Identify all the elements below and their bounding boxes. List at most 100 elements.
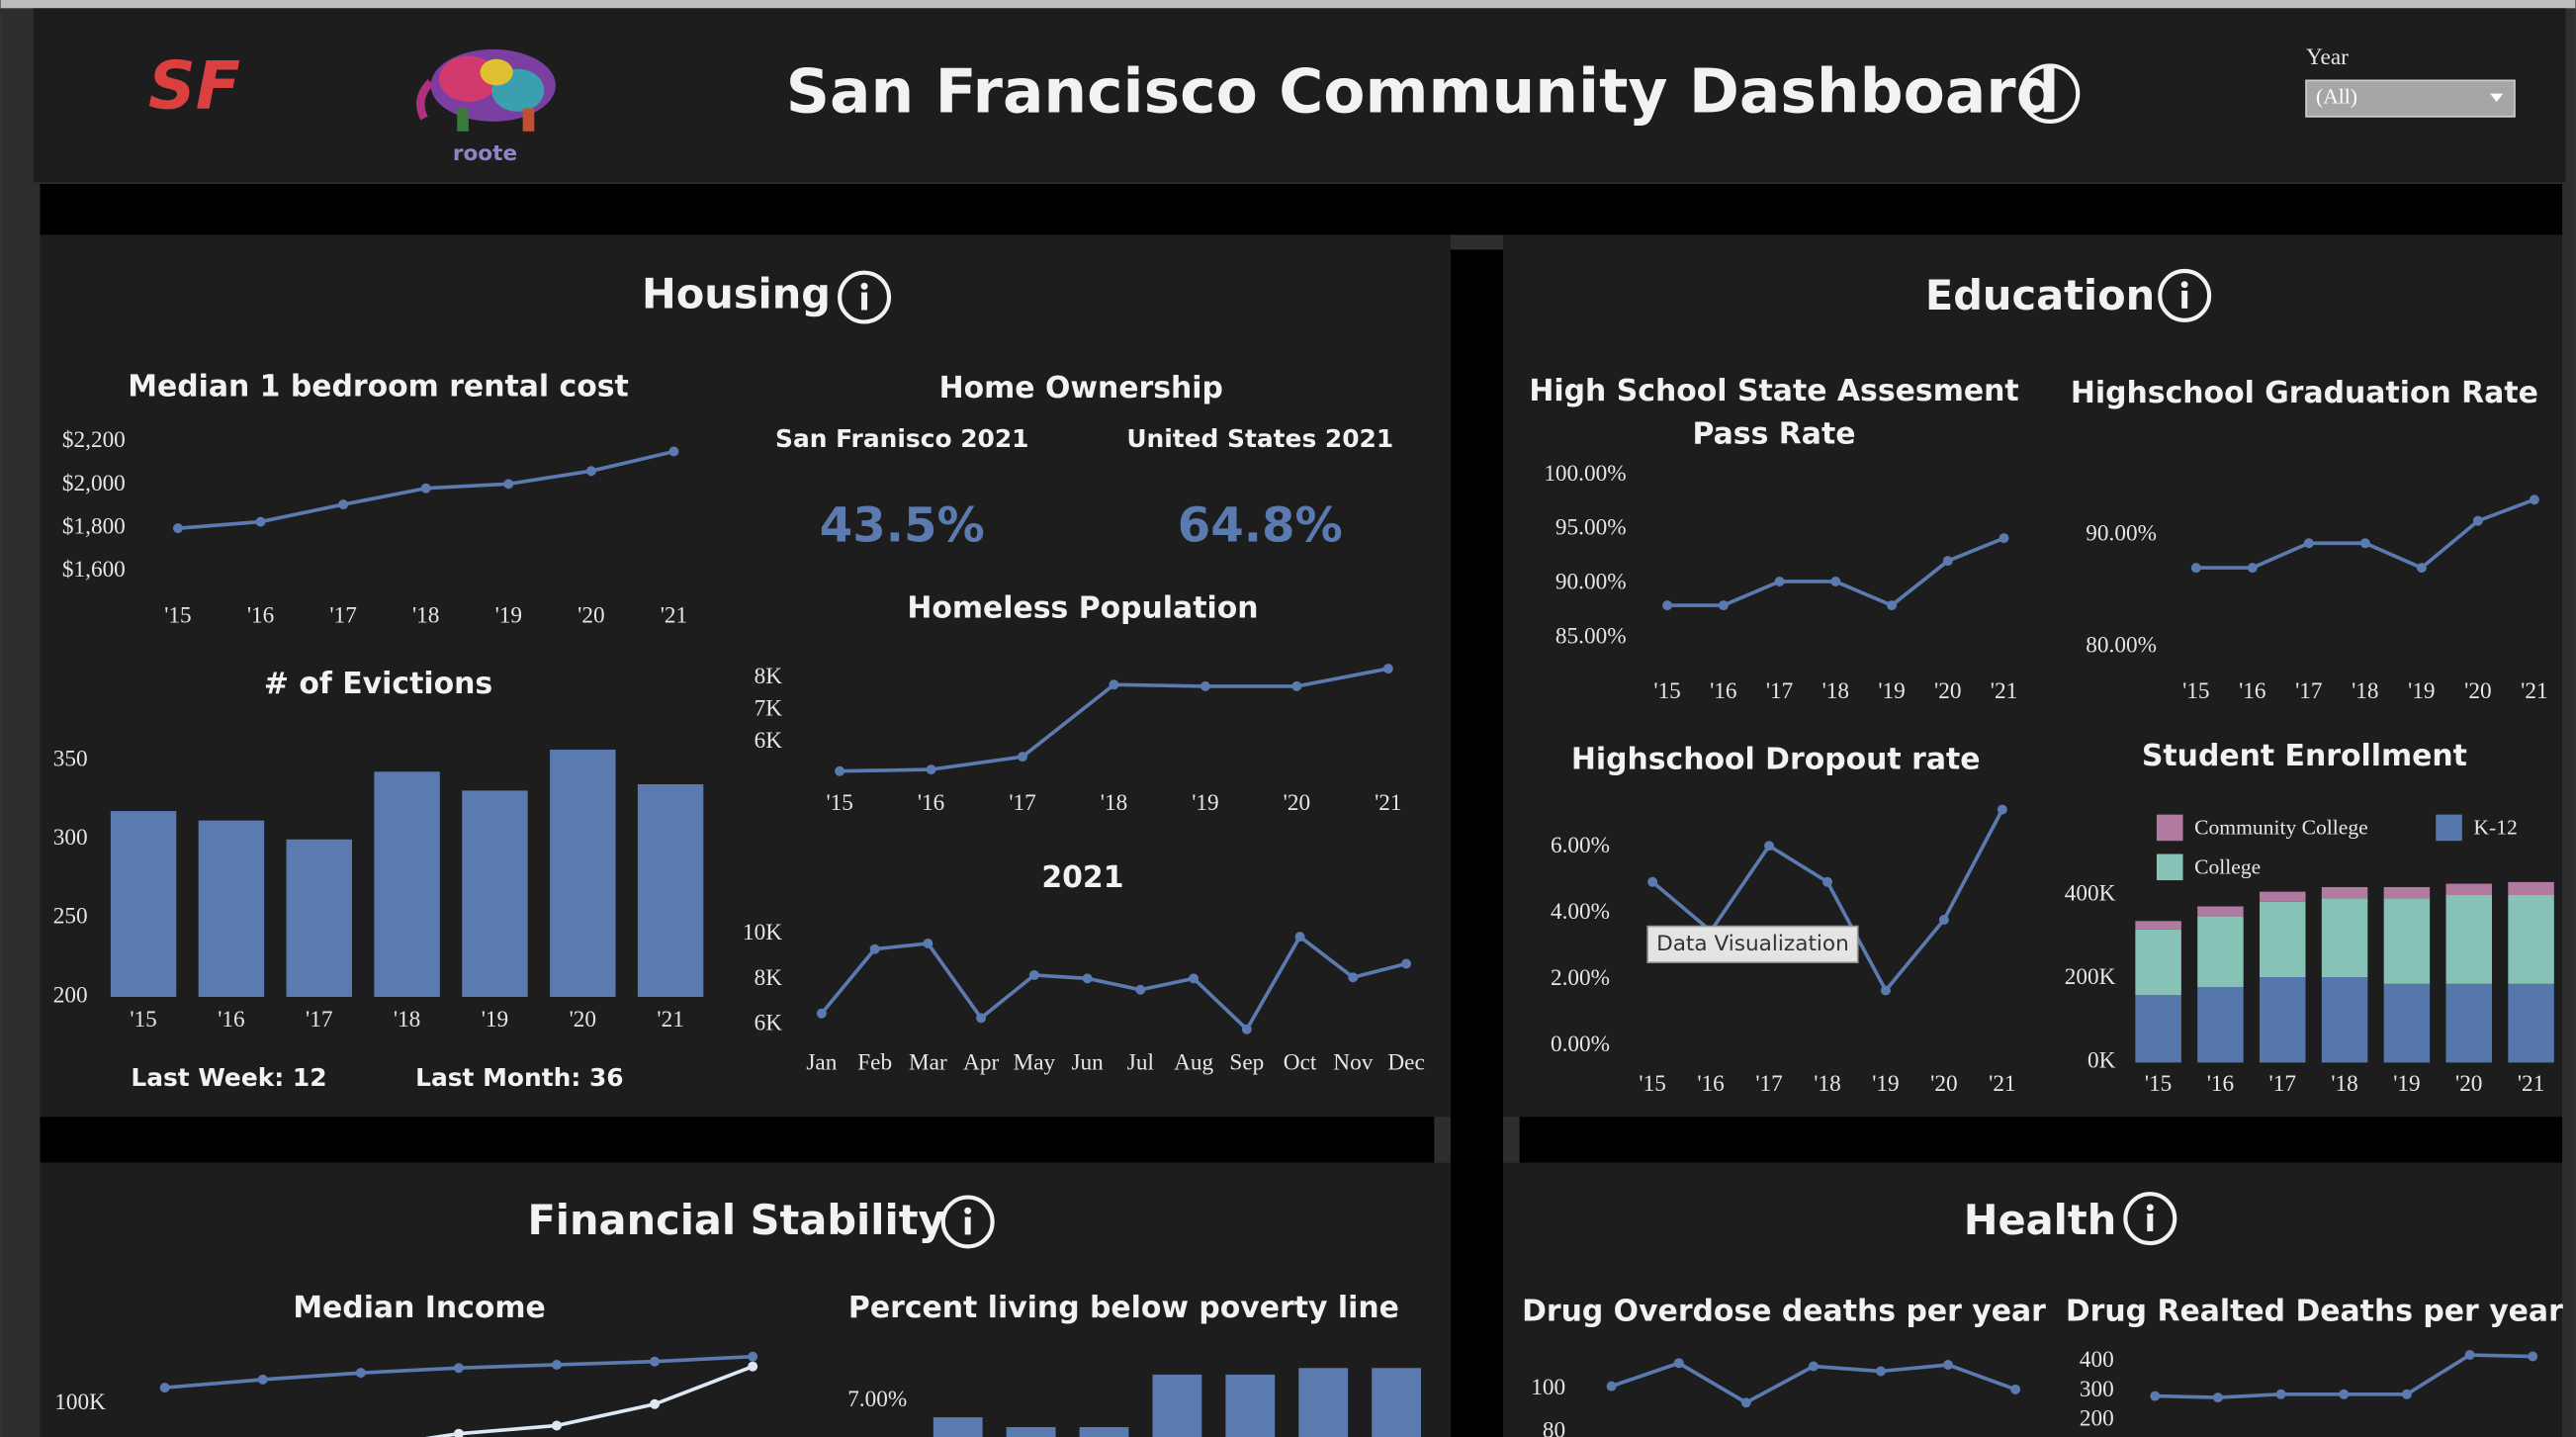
point bbox=[923, 938, 933, 948]
x-tick-label: '18 bbox=[2331, 1071, 2357, 1097]
line bbox=[820, 934, 1407, 1033]
band bbox=[40, 183, 2563, 235]
y-tick-label: 95.00% bbox=[1555, 515, 1627, 541]
x-tick-label: '18 bbox=[1822, 678, 1849, 704]
info-bar bbox=[861, 292, 868, 311]
kpi-label: San Franisco 2021 bbox=[775, 424, 1028, 453]
y-tick-label: 100 bbox=[1531, 1375, 1565, 1400]
bar bbox=[637, 784, 704, 997]
point bbox=[650, 1356, 661, 1367]
info-icon[interactable] bbox=[838, 270, 892, 324]
chart-title-box: High School State Assesment Pass Rate bbox=[1529, 375, 2018, 452]
point bbox=[1348, 972, 1359, 983]
point bbox=[420, 483, 431, 494]
dropdown-value[interactable]: (All) bbox=[2316, 85, 2357, 109]
kpi-value: 64.8% bbox=[1178, 498, 1343, 554]
x-tick-label: May bbox=[1014, 1049, 1056, 1075]
y-tick-label: 0K bbox=[2087, 1048, 2116, 1074]
point bbox=[1382, 664, 1393, 674]
point bbox=[1291, 680, 1302, 691]
x-tick-label: '16 bbox=[2239, 678, 2265, 704]
x-tick-label: '21 bbox=[2518, 1071, 2544, 1097]
point bbox=[453, 1363, 464, 1374]
y-tick-label: 300 bbox=[2080, 1377, 2114, 1402]
point bbox=[255, 516, 266, 527]
x-tick-label: '18 bbox=[394, 1007, 420, 1033]
point bbox=[1887, 600, 1898, 611]
x-tick-label: '19 bbox=[2408, 678, 2435, 704]
bar-segment bbox=[2197, 916, 2244, 988]
chart-title: Highschool Dropout rate bbox=[1571, 742, 1981, 776]
y-tick-label: 10K bbox=[743, 920, 782, 945]
point bbox=[1082, 973, 1093, 984]
bar-segment bbox=[2383, 983, 2431, 1063]
point bbox=[1999, 533, 2009, 544]
bar-segment bbox=[2508, 895, 2554, 984]
x-tick-label: '21 bbox=[661, 603, 687, 629]
point bbox=[1822, 876, 1832, 887]
x-tick-label: '15 bbox=[2145, 1071, 2172, 1097]
info-ring bbox=[838, 270, 892, 324]
year-dropdown[interactable]: (All) bbox=[2305, 79, 2516, 118]
kpi-value: 43.5% bbox=[820, 498, 985, 554]
section-title: Health bbox=[1964, 1196, 2117, 1244]
legend-label: K-12 bbox=[2473, 816, 2517, 840]
point bbox=[668, 446, 679, 457]
y-tick-label: 8K bbox=[755, 664, 783, 689]
dropdown-box[interactable] bbox=[2305, 79, 2516, 118]
x-tick-label: '18 bbox=[2352, 678, 2378, 704]
point bbox=[552, 1359, 562, 1370]
chart-title: Homeless Population bbox=[907, 591, 1258, 626]
y-tick-label: 400K bbox=[2065, 880, 2116, 906]
x-tick-label: Apr bbox=[963, 1049, 999, 1075]
bar-segment bbox=[2135, 921, 2181, 930]
point bbox=[816, 1008, 827, 1019]
y-tick-label: 400 bbox=[2080, 1347, 2114, 1373]
chart-title: 2021 bbox=[1041, 860, 1123, 895]
point bbox=[1808, 1361, 1819, 1372]
x-tick-label: '16 bbox=[218, 1007, 244, 1033]
elephant-logo bbox=[416, 48, 556, 132]
x-tick-label: '21 bbox=[1991, 678, 2017, 704]
point bbox=[1875, 1366, 1886, 1377]
dropdown-arrow[interactable] bbox=[2490, 93, 2504, 102]
info-bar bbox=[964, 1216, 971, 1235]
point bbox=[2416, 563, 2427, 574]
point bbox=[748, 1351, 758, 1362]
y-tick-label: 4.00% bbox=[1551, 899, 1610, 925]
bar bbox=[374, 771, 440, 997]
y-tick-label: 2.00% bbox=[1551, 965, 1610, 991]
point bbox=[1942, 556, 1953, 567]
x-tick-label: '17 bbox=[1766, 678, 1793, 704]
x-tick-label: '16 bbox=[918, 790, 944, 816]
point bbox=[159, 1383, 170, 1393]
point bbox=[650, 1398, 661, 1409]
y-tick-label: 6.00% bbox=[1551, 833, 1610, 858]
info-icon[interactable] bbox=[2019, 63, 2081, 124]
y-tick-label: 250 bbox=[53, 904, 88, 930]
point bbox=[2010, 1384, 2021, 1394]
x-tick-label: Jan bbox=[806, 1049, 837, 1075]
point bbox=[2190, 563, 2201, 574]
bar bbox=[1006, 1427, 1056, 1437]
info-icon[interactable] bbox=[2123, 1192, 2177, 1246]
info-icon[interactable] bbox=[940, 1195, 995, 1249]
info-icon[interactable] bbox=[2158, 268, 2212, 322]
point bbox=[2529, 494, 2539, 505]
point bbox=[338, 499, 349, 510]
legend-swatch bbox=[2436, 814, 2462, 842]
x-tick-label: '17 bbox=[329, 603, 356, 629]
y-tick-label: $1,800 bbox=[62, 513, 126, 539]
bar bbox=[550, 749, 616, 997]
point bbox=[1880, 985, 1891, 996]
x-tick-label: '15 bbox=[1639, 1071, 1665, 1097]
x-tick-label: '21 bbox=[2521, 678, 2547, 704]
point bbox=[2275, 1389, 2286, 1399]
y-tick-label: 200K bbox=[2065, 964, 2116, 990]
point bbox=[1830, 576, 1841, 586]
point bbox=[2401, 1389, 2412, 1399]
divider bbox=[1450, 249, 1504, 1437]
x-tick-label: Aug bbox=[1174, 1049, 1213, 1075]
